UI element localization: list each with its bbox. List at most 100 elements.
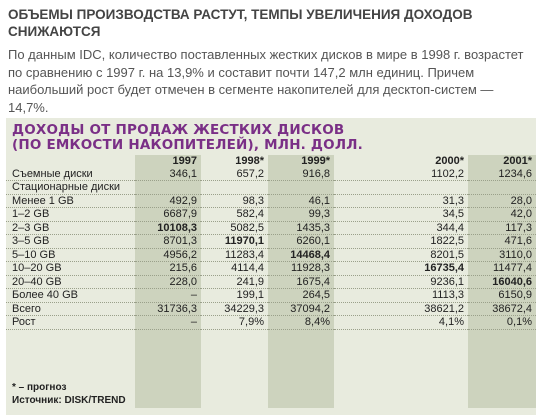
table-cell: 241,9 (201, 275, 268, 289)
table-cell: 6687,9 (135, 207, 201, 222)
figure-footnotes: * – прогноз Источник: DISK/TREND (12, 381, 126, 407)
table-cell: 199,1 (201, 288, 268, 303)
row-label: Более 40 GB (6, 288, 135, 303)
table-cell: 37094,2 (268, 302, 334, 316)
row-label: Менее 1 GB (6, 194, 135, 208)
table-cell: 6260,1 (268, 234, 334, 249)
table-cell: 8,4% (268, 315, 334, 330)
table-cell: 1234,6 (468, 167, 536, 181)
figure-title-line-1: Доходы от продаж жестких дисков (12, 122, 345, 138)
table-cell (268, 180, 334, 195)
table-cell: 471,6 (468, 234, 536, 249)
table-cell: 31736,3 (135, 302, 201, 316)
table-cell: 28,0 (468, 194, 536, 208)
table-cell: 4114,4 (201, 261, 268, 276)
table-cell: 14468,4 (268, 248, 334, 262)
table-cell: 16040,6 (468, 275, 536, 289)
header-2000: 2000* (435, 155, 464, 167)
row-label: 20–40 GB (6, 275, 135, 289)
table-cell: 117,3 (468, 221, 536, 235)
table-cell: 1435,3 (268, 221, 334, 235)
article-lead: По данным IDC, количество поставленных ж… (8, 47, 524, 115)
table-cell: 46,1 (268, 194, 334, 208)
table-cell: 657,2 (201, 167, 268, 181)
table-cell (334, 180, 468, 195)
table-row: 5–10 GB 4956,2 11283,4 14468,4 8201,5 3110,0 (6, 248, 536, 262)
table-row: Всего 31736,3 34229,3 37094,2 38621,2 38672,4 (6, 302, 536, 316)
row-label: 10–20 GB (6, 261, 135, 276)
header-1997: 1997 (172, 155, 197, 167)
table-row: Менее 1 GB 492,9 98,3 46,1 31,3 28,0 (6, 194, 536, 208)
header-label (6, 155, 135, 168)
row-label: Рост (6, 315, 135, 330)
table-row: Более 40 GB –199,1 264,5 1113,3 6150,9 (6, 288, 536, 303)
table-cell: 31,3 (334, 194, 468, 208)
table-cell: 11928,3 (268, 261, 334, 276)
table-cell: 228,0 (135, 275, 201, 289)
table-cell: 8201,5 (334, 248, 468, 262)
row-label: 1–2 GB (6, 207, 135, 222)
table-cell: 10108,3 (135, 221, 201, 235)
table-cell: 16735,4 (334, 261, 468, 276)
table-row: 2–3 GB 10108,3 5082,5 1435,3 344,4 117,3 (6, 221, 536, 235)
header-1999: 1999* (301, 155, 330, 167)
table-cell: 492,9 (135, 194, 201, 208)
article-headline: Объемы производства растут, темпы увелич… (8, 7, 473, 39)
table-cell: 5082,5 (201, 221, 268, 235)
table-cell: 11477,4 (468, 261, 536, 276)
row-label: Всего (6, 302, 135, 316)
table-cell: 7,9% (201, 315, 268, 330)
table-cell: 38621,2 (334, 302, 468, 316)
row-label: 2–3 GB (6, 221, 135, 235)
table-row: Рост –7,9% 8,4% 4,1% 0,1% (6, 315, 536, 330)
table-cell: 1102,2 (334, 167, 468, 181)
table-cell: 4956,2 (135, 248, 201, 262)
table-cell: 1675,4 (268, 275, 334, 289)
table-row: 20–40 GB 228,0 241,9 1675,4 9236,1 16040,6 (6, 275, 536, 289)
row-label: 5–10 GB (6, 248, 135, 262)
table-cell: 346,1 (135, 167, 201, 181)
table-row: Стационарные диски (6, 180, 536, 195)
header-2001: 2001* (503, 155, 532, 167)
table-cell: 11283,4 (201, 248, 268, 262)
table-row: Съемные диски 346,1 657,2 916,8 1102,2 1234,6 (6, 167, 536, 181)
table-cell: 98,3 (201, 194, 268, 208)
table-cell: – (135, 288, 201, 303)
table-cell: 11970,1 (201, 234, 268, 249)
figure-title: Доходы от продаж жестких дисков (по емко… (12, 123, 412, 153)
table-cell (135, 180, 201, 195)
table-cell: 34,5 (334, 207, 468, 222)
table-cell: 9236,1 (334, 275, 468, 289)
table-row: 1–2 GB 6687,9 582,4 99,3 34,5 42,0 (6, 207, 536, 222)
table-cell: 1113,3 (334, 288, 468, 303)
table-cell: 916,8 (268, 167, 334, 181)
table-cell: 582,4 (201, 207, 268, 222)
row-label: Стационарные диски (6, 180, 135, 195)
revenue-table: 1997 1998* 1999* 2000* 2001* Съемные дис… (6, 155, 536, 330)
revenue-table-figure: Доходы от продаж жестких дисков (по емко… (6, 118, 536, 415)
table-cell: 215,6 (135, 261, 201, 276)
row-label: 3–5 GB (6, 234, 135, 249)
table-cell: 264,5 (268, 288, 334, 303)
table-cell: 0,1% (468, 315, 536, 330)
table-cell (468, 180, 536, 195)
table-cell: 3110,0 (468, 248, 536, 262)
table-cell: 42,0 (468, 207, 536, 222)
row-label: Съемные диски (6, 167, 135, 181)
table-cell: 38672,4 (468, 302, 536, 316)
table-cell: – (135, 315, 201, 330)
source-note: Источник: DISK/TREND (12, 395, 126, 406)
table-cell (201, 180, 268, 195)
table-row: 10–20 GB 215,6 4114,4 11928,3 16735,4 11477,4 (6, 261, 536, 276)
footnote-forecast: * – прогноз (12, 382, 67, 393)
figure-title-line-2: (по емкости накопителей), млн. долл. (12, 137, 363, 153)
table-cell: 344,4 (334, 221, 468, 235)
table-header-row: 1997 1998* 1999* 2000* 2001* (6, 155, 536, 168)
table-cell: 1822,5 (334, 234, 468, 249)
table-cell: 4,1% (334, 315, 468, 330)
table-cell: 34229,3 (201, 302, 268, 316)
table-cell: 6150,9 (468, 288, 536, 303)
header-1998: 1998* (235, 155, 264, 167)
table-cell: 8701,3 (135, 234, 201, 249)
table-row: 3–5 GB 8701,3 11970,1 6260,1 1822,5 471,6 (6, 234, 536, 249)
